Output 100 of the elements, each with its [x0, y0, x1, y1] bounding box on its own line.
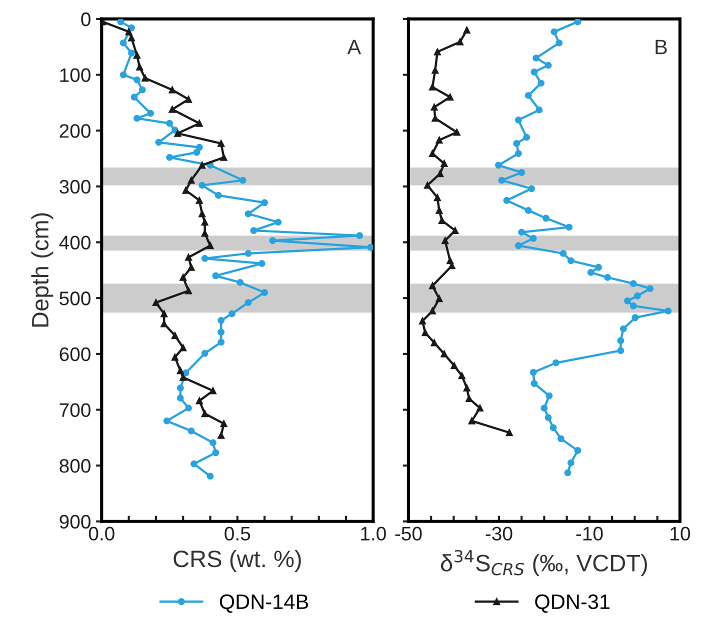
point — [261, 289, 268, 296]
point — [133, 76, 140, 84]
y-tick-label: 200 — [60, 124, 90, 138]
point — [196, 196, 203, 204]
point — [624, 297, 631, 304]
point — [128, 24, 135, 32]
point — [536, 106, 543, 114]
point — [574, 18, 582, 26]
point — [188, 427, 195, 434]
point — [530, 234, 537, 242]
point — [218, 316, 225, 324]
x-tick-label: 0.5 — [224, 526, 250, 541]
point — [176, 367, 184, 374]
point — [220, 154, 228, 161]
point — [196, 120, 203, 127]
point — [166, 154, 173, 161]
point — [557, 435, 564, 442]
annotation: B — [656, 40, 667, 54]
point — [422, 329, 429, 336]
point — [632, 314, 639, 322]
point — [174, 130, 182, 137]
y-tick-label: 100 — [60, 68, 90, 82]
y-axis-title: Depth (cm) — [31, 213, 54, 327]
point — [133, 52, 140, 59]
point — [567, 257, 574, 264]
point — [518, 228, 526, 236]
point — [180, 274, 187, 281]
point — [428, 150, 436, 157]
y-tick-label: 0 — [81, 12, 90, 26]
y-tick-label: 500 — [60, 292, 90, 306]
point — [524, 206, 532, 214]
point — [436, 206, 443, 214]
point — [269, 237, 276, 244]
point — [664, 307, 672, 314]
point — [190, 460, 198, 468]
point — [552, 359, 560, 366]
point — [236, 278, 244, 286]
point — [356, 232, 364, 240]
point — [209, 387, 216, 394]
point — [530, 368, 537, 376]
point — [130, 94, 138, 101]
point — [244, 210, 252, 218]
x-tick-label: -10 — [576, 526, 603, 541]
point — [514, 150, 522, 157]
point — [274, 218, 282, 226]
point — [630, 302, 637, 310]
point — [212, 272, 220, 280]
point — [466, 395, 473, 402]
point — [476, 404, 484, 412]
point — [206, 472, 214, 480]
point — [544, 414, 552, 422]
annotation: A — [347, 40, 362, 54]
y-tick-label: 800 — [60, 459, 90, 473]
point — [530, 380, 538, 387]
point — [218, 432, 225, 439]
point — [176, 394, 184, 402]
point — [209, 439, 216, 446]
point — [530, 68, 538, 76]
point — [244, 299, 252, 306]
point — [646, 285, 654, 292]
point — [147, 110, 154, 117]
point — [506, 429, 513, 436]
point — [244, 250, 252, 257]
point — [463, 26, 470, 34]
point — [544, 62, 552, 69]
point — [528, 185, 536, 192]
point — [136, 63, 144, 70]
point — [250, 227, 258, 234]
point — [201, 230, 208, 237]
point — [168, 106, 176, 113]
point — [419, 318, 426, 324]
point — [518, 169, 526, 176]
point — [514, 116, 522, 124]
point — [117, 18, 124, 26]
point — [503, 196, 510, 204]
y-tick-label: 700 — [60, 403, 90, 417]
point — [498, 176, 506, 184]
point — [218, 140, 225, 147]
point — [587, 268, 594, 276]
point — [438, 217, 446, 224]
point — [560, 250, 567, 257]
point — [180, 344, 187, 352]
point — [556, 39, 563, 46]
y-tick-label: 900 — [60, 514, 90, 529]
point — [428, 84, 436, 91]
point — [424, 182, 431, 189]
point — [617, 337, 624, 344]
y-tick-label: 600 — [60, 347, 90, 362]
point — [574, 447, 582, 454]
point — [453, 128, 460, 136]
point — [185, 287, 192, 294]
point — [182, 186, 190, 194]
point — [193, 148, 200, 156]
point — [513, 140, 520, 147]
point — [168, 86, 176, 94]
point — [452, 227, 459, 234]
point — [171, 332, 178, 339]
point — [540, 404, 548, 412]
point — [160, 310, 168, 318]
point — [163, 417, 170, 424]
